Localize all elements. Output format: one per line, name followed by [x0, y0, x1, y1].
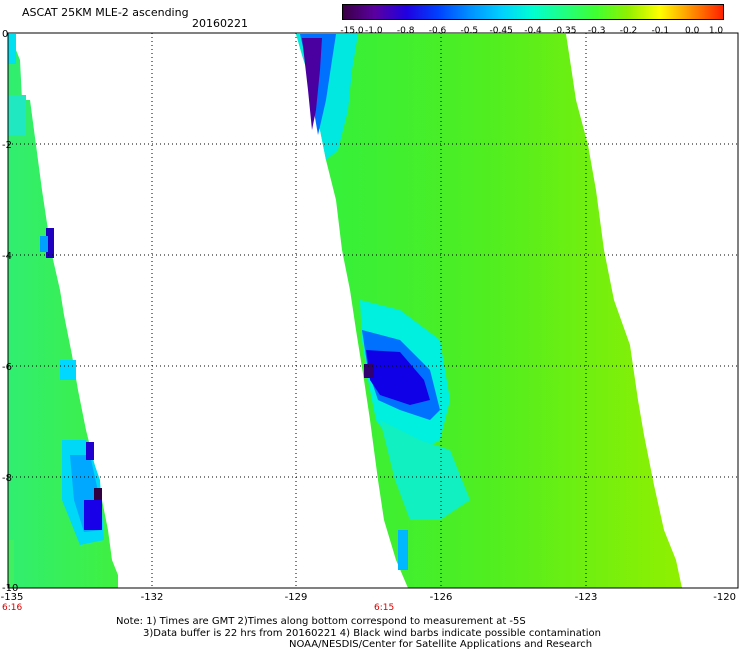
y-tick-label-4: -8 [2, 473, 12, 484]
colorbar-label: -0.5 [460, 26, 479, 36]
colorbar-label: -0.35 [553, 26, 577, 36]
colorbar-label: -0.2 [619, 26, 638, 36]
x-tick-label-0: -135 [1, 592, 24, 603]
map-date: 20160221 [192, 17, 248, 30]
y-tick-label-3: -6 [2, 362, 12, 373]
x-tick-label-5: -120 [713, 592, 736, 603]
colorbar-label: -0.1 [651, 26, 670, 36]
x-tick-label-3: -126 [430, 592, 453, 603]
right-swath-time: 6:15 [374, 603, 394, 613]
colorbar-label: -1.0 [365, 26, 383, 36]
x-tick-label-1: -132 [141, 592, 164, 603]
colorbar-label: -0.6 [428, 26, 447, 36]
colorbar-gradient [342, 4, 724, 20]
y-tick-label-2: -4 [2, 251, 12, 262]
right-swath [296, 34, 682, 588]
colorbar-label: -0.45 [489, 26, 513, 36]
y-tick-label-1: -2 [2, 140, 12, 151]
map-title: ASCAT 25KM MLE-2 ascending [22, 6, 189, 19]
x-tick-label-2: -129 [285, 592, 308, 603]
colorbar-label: -0.4 [524, 26, 542, 36]
map-frame [7, 32, 739, 589]
colorbar-label: 0.0 [684, 26, 700, 36]
x-tick-label-4: -123 [575, 592, 598, 603]
note-line-2: 3)Data buffer is 22 hrs from 20160221 4)… [143, 628, 601, 639]
y-tick-label-5: -10 [2, 583, 18, 594]
left-swath [8, 34, 118, 588]
colorbar-label: -0.3 [587, 26, 606, 36]
colorbar-label: -15.0 [340, 26, 364, 36]
note-line-3: NOAA/NESDIS/Center for Satellite Applica… [289, 639, 593, 650]
left-swath-time: 6:16 [2, 603, 22, 613]
colorbar: -15.0 -1.0 -0.8 -0.6 -0.5 -0.45 -0.4 -0.35 -0.3 -… [340, 4, 724, 42]
note-line-1: Note: 1) Times are GMT 2)Times along bot… [116, 616, 526, 627]
colorbar-label: -0.8 [396, 26, 415, 36]
y-tick-label-0: 0 [2, 29, 8, 40]
colorbar-label: 1.0 [708, 26, 724, 36]
